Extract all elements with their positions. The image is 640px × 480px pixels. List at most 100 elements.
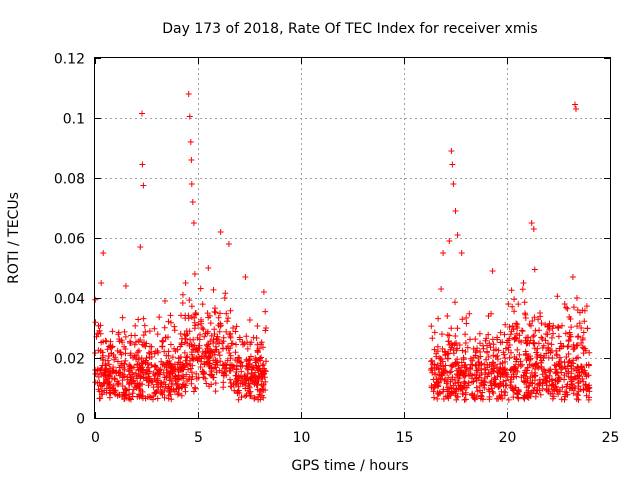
data-point bbox=[543, 331, 550, 337]
data-point bbox=[149, 379, 156, 385]
data-point bbox=[537, 391, 544, 398]
data-point bbox=[558, 343, 565, 350]
data-point bbox=[568, 359, 575, 366]
data-point bbox=[449, 161, 456, 168]
data-point bbox=[162, 298, 168, 304]
data-point bbox=[431, 394, 437, 401]
data-point bbox=[486, 393, 493, 400]
data-point bbox=[528, 369, 535, 376]
data-point bbox=[261, 370, 268, 377]
data-point bbox=[173, 386, 180, 393]
data-point bbox=[247, 341, 254, 348]
data-point bbox=[168, 364, 175, 371]
data-point bbox=[174, 346, 181, 353]
data-point bbox=[94, 366, 101, 373]
data-point bbox=[563, 304, 570, 311]
data-point bbox=[216, 352, 223, 359]
data-point bbox=[207, 338, 214, 345]
data-point bbox=[519, 286, 526, 293]
data-point bbox=[473, 372, 480, 379]
data-point bbox=[525, 334, 532, 341]
data-point bbox=[263, 325, 269, 331]
data-point bbox=[262, 378, 269, 385]
data-point bbox=[122, 333, 129, 340]
data-point bbox=[133, 356, 139, 363]
data-point bbox=[225, 315, 232, 322]
data-point bbox=[155, 367, 162, 373]
data-point bbox=[168, 376, 174, 382]
data-point bbox=[509, 366, 515, 372]
data-point bbox=[438, 286, 445, 292]
data-point bbox=[161, 394, 168, 401]
data-point bbox=[463, 320, 470, 327]
data-point bbox=[467, 371, 474, 378]
data-point bbox=[463, 364, 470, 371]
data-point bbox=[564, 363, 571, 370]
data-point bbox=[210, 336, 217, 343]
data-point bbox=[545, 340, 551, 347]
data-point bbox=[152, 364, 159, 370]
data-point bbox=[179, 383, 186, 390]
data-point bbox=[485, 313, 492, 319]
data-point bbox=[489, 268, 496, 274]
data-point bbox=[200, 370, 207, 377]
data-point bbox=[139, 381, 146, 388]
data-point bbox=[583, 392, 590, 399]
data-point bbox=[436, 389, 443, 396]
data-point bbox=[473, 362, 480, 369]
data-point bbox=[481, 361, 488, 368]
data-point bbox=[196, 336, 203, 343]
y-tick-label: 0.02 bbox=[54, 352, 85, 368]
data-point bbox=[550, 330, 557, 337]
data-point bbox=[511, 296, 518, 303]
data-point bbox=[485, 353, 492, 360]
y-tick-label: 0.12 bbox=[54, 52, 85, 68]
data-point bbox=[260, 289, 267, 295]
data-point bbox=[177, 367, 183, 374]
y-tick-label: 0.08 bbox=[54, 172, 85, 188]
data-point bbox=[483, 335, 490, 342]
data-point bbox=[545, 386, 552, 392]
data-point bbox=[167, 312, 174, 319]
data-point bbox=[134, 362, 141, 368]
data-point bbox=[580, 378, 587, 385]
data-point bbox=[194, 357, 201, 364]
data-point bbox=[548, 341, 555, 348]
data-point bbox=[232, 349, 239, 356]
data-point bbox=[190, 388, 197, 395]
data-point bbox=[228, 362, 235, 369]
data-point bbox=[537, 352, 544, 359]
data-point bbox=[452, 208, 459, 214]
data-point bbox=[513, 358, 519, 365]
data-point bbox=[517, 363, 524, 370]
data-point bbox=[459, 347, 466, 354]
data-point bbox=[495, 384, 502, 390]
data-point bbox=[574, 392, 581, 399]
data-point bbox=[146, 368, 153, 375]
data-point bbox=[472, 349, 479, 356]
data-point bbox=[557, 366, 564, 373]
data-point bbox=[128, 396, 134, 403]
data-point bbox=[220, 334, 227, 341]
data-point bbox=[458, 250, 465, 256]
data-point bbox=[97, 395, 104, 402]
data-point bbox=[114, 358, 121, 365]
data-point bbox=[520, 280, 527, 286]
data-point bbox=[260, 361, 267, 368]
data-point bbox=[574, 375, 581, 382]
x-tick-label: 0 bbox=[91, 430, 100, 446]
data-point bbox=[157, 371, 163, 378]
data-point bbox=[489, 388, 496, 395]
data-point bbox=[470, 345, 477, 352]
data-point bbox=[126, 362, 133, 368]
data-point bbox=[532, 361, 539, 367]
data-point bbox=[487, 344, 494, 351]
data-point bbox=[100, 250, 107, 256]
data-point bbox=[184, 340, 191, 347]
data-point bbox=[583, 303, 590, 310]
data-point bbox=[241, 372, 248, 379]
data-point bbox=[472, 336, 479, 343]
data-point bbox=[208, 371, 215, 378]
data-point bbox=[150, 393, 157, 400]
data-point bbox=[480, 342, 486, 349]
